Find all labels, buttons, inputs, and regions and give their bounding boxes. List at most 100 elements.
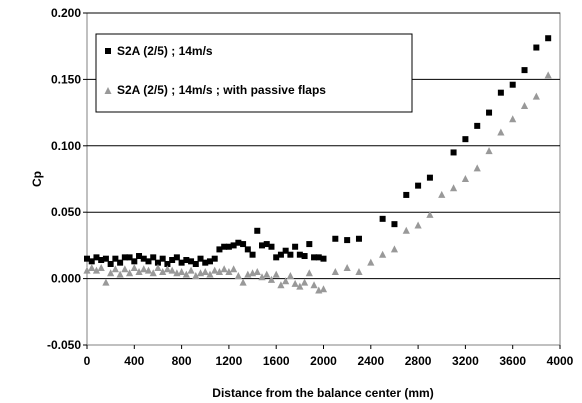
- data-point-square: [462, 136, 469, 143]
- data-point-triangle: [211, 266, 219, 274]
- data-point-triangle: [149, 269, 157, 277]
- data-point-square: [150, 254, 157, 261]
- data-point-square: [320, 255, 327, 262]
- data-point-square: [84, 255, 90, 262]
- x-tick-label: 3200: [452, 354, 479, 368]
- data-point-square: [263, 241, 270, 248]
- data-point-square: [450, 149, 457, 156]
- data-point-square: [474, 122, 481, 129]
- data-point-square: [140, 255, 147, 262]
- x-tick-label: 1600: [263, 354, 290, 368]
- y-tick-label: -0.050: [47, 338, 81, 352]
- data-point-square: [211, 255, 218, 262]
- data-point-square: [98, 257, 105, 264]
- data-point-square: [188, 258, 195, 265]
- x-tick-label: 4000: [547, 354, 574, 368]
- data-point-triangle: [291, 279, 299, 287]
- data-point-triangle: [520, 101, 529, 109]
- data-point-square: [273, 254, 280, 261]
- legend-marker-square: [105, 48, 111, 54]
- data-point-square: [287, 251, 294, 258]
- data-point-square: [225, 243, 232, 250]
- data-point-triangle: [215, 267, 224, 275]
- data-point-square: [197, 255, 204, 262]
- data-point-square: [254, 227, 261, 234]
- data-point-square: [145, 258, 152, 265]
- data-point-triangle: [449, 184, 458, 192]
- data-point-square: [93, 254, 100, 261]
- x-tick-label: 2800: [405, 354, 432, 368]
- data-point-triangle: [300, 278, 309, 286]
- data-point-triangle: [438, 190, 446, 198]
- data-point-square: [159, 255, 166, 262]
- x-axis-title: Distance from the balance center (mm): [212, 386, 433, 400]
- data-point-square: [88, 258, 95, 265]
- data-point-triangle: [140, 265, 148, 273]
- data-point-triangle: [367, 258, 375, 266]
- data-point-square: [216, 246, 223, 253]
- data-point-triangle: [390, 245, 399, 253]
- data-point-square: [117, 259, 124, 266]
- data-point-square: [206, 258, 213, 265]
- data-point-square: [292, 243, 299, 250]
- data-point-square: [301, 253, 308, 260]
- data-point-triangle: [282, 277, 290, 285]
- data-point-square: [426, 174, 433, 181]
- data-point-triangle: [319, 285, 328, 293]
- data-point-triangle: [343, 263, 351, 271]
- data-point-square: [332, 235, 339, 242]
- series-1-markers: [84, 35, 552, 267]
- x-tick-label: 2400: [357, 354, 384, 368]
- data-point-square: [164, 260, 171, 267]
- x-tick-label: 1200: [216, 354, 243, 368]
- data-point-triangle: [461, 175, 469, 182]
- data-point-triangle: [97, 263, 105, 271]
- data-point-triangle: [135, 267, 143, 275]
- y-tick-label: 0.150: [51, 72, 81, 86]
- data-point-square: [107, 260, 114, 267]
- data-point-square: [403, 191, 410, 198]
- data-point-triangle: [111, 265, 119, 273]
- x-tick-label: 800: [172, 354, 192, 368]
- data-point-triangle: [92, 266, 101, 274]
- legend-box: [95, 33, 413, 113]
- data-point-triangle: [206, 270, 214, 278]
- data-point-square: [277, 251, 284, 258]
- data-point-square: [102, 255, 109, 262]
- data-point-square: [545, 35, 552, 42]
- data-point-square: [192, 260, 199, 267]
- data-point-triangle: [178, 267, 186, 275]
- data-point-square: [121, 254, 128, 261]
- data-point-triangle: [192, 271, 200, 279]
- data-point-triangle: [532, 92, 540, 100]
- x-tick-label: 2000: [310, 354, 337, 368]
- data-point-square: [379, 215, 386, 222]
- data-point-triangle: [125, 269, 134, 277]
- data-point-triangle: [154, 263, 162, 271]
- legend-label-series-1: S2A (2/5) ; 14m/s: [117, 44, 213, 58]
- data-point-square: [169, 257, 176, 264]
- data-point-triangle: [379, 250, 387, 258]
- data-point-triangle: [258, 273, 266, 281]
- data-point-triangle: [355, 267, 363, 275]
- data-point-square: [178, 259, 185, 266]
- data-point-triangle: [544, 71, 552, 79]
- y-tick-label: 0.200: [51, 6, 81, 20]
- data-point-triangle: [107, 269, 115, 277]
- data-point-square: [521, 67, 528, 74]
- data-point-triangle: [230, 265, 238, 273]
- data-point-square: [244, 246, 251, 253]
- data-point-triangle: [267, 275, 276, 283]
- data-point-triangle: [187, 266, 195, 274]
- legend-label-series-2: S2A (2/5) ; 14m/s ; with passive flaps: [117, 83, 326, 97]
- data-point-triangle: [144, 266, 153, 274]
- data-point-triangle: [473, 164, 481, 172]
- data-point-square: [235, 239, 242, 246]
- data-point-square: [355, 235, 362, 242]
- data-point-square: [486, 109, 493, 116]
- data-point-triangle: [220, 265, 228, 273]
- data-point-triangle: [239, 278, 247, 286]
- data-point-triangle: [497, 128, 505, 136]
- data-point-triangle: [201, 267, 209, 275]
- data-point-triangle: [305, 269, 313, 277]
